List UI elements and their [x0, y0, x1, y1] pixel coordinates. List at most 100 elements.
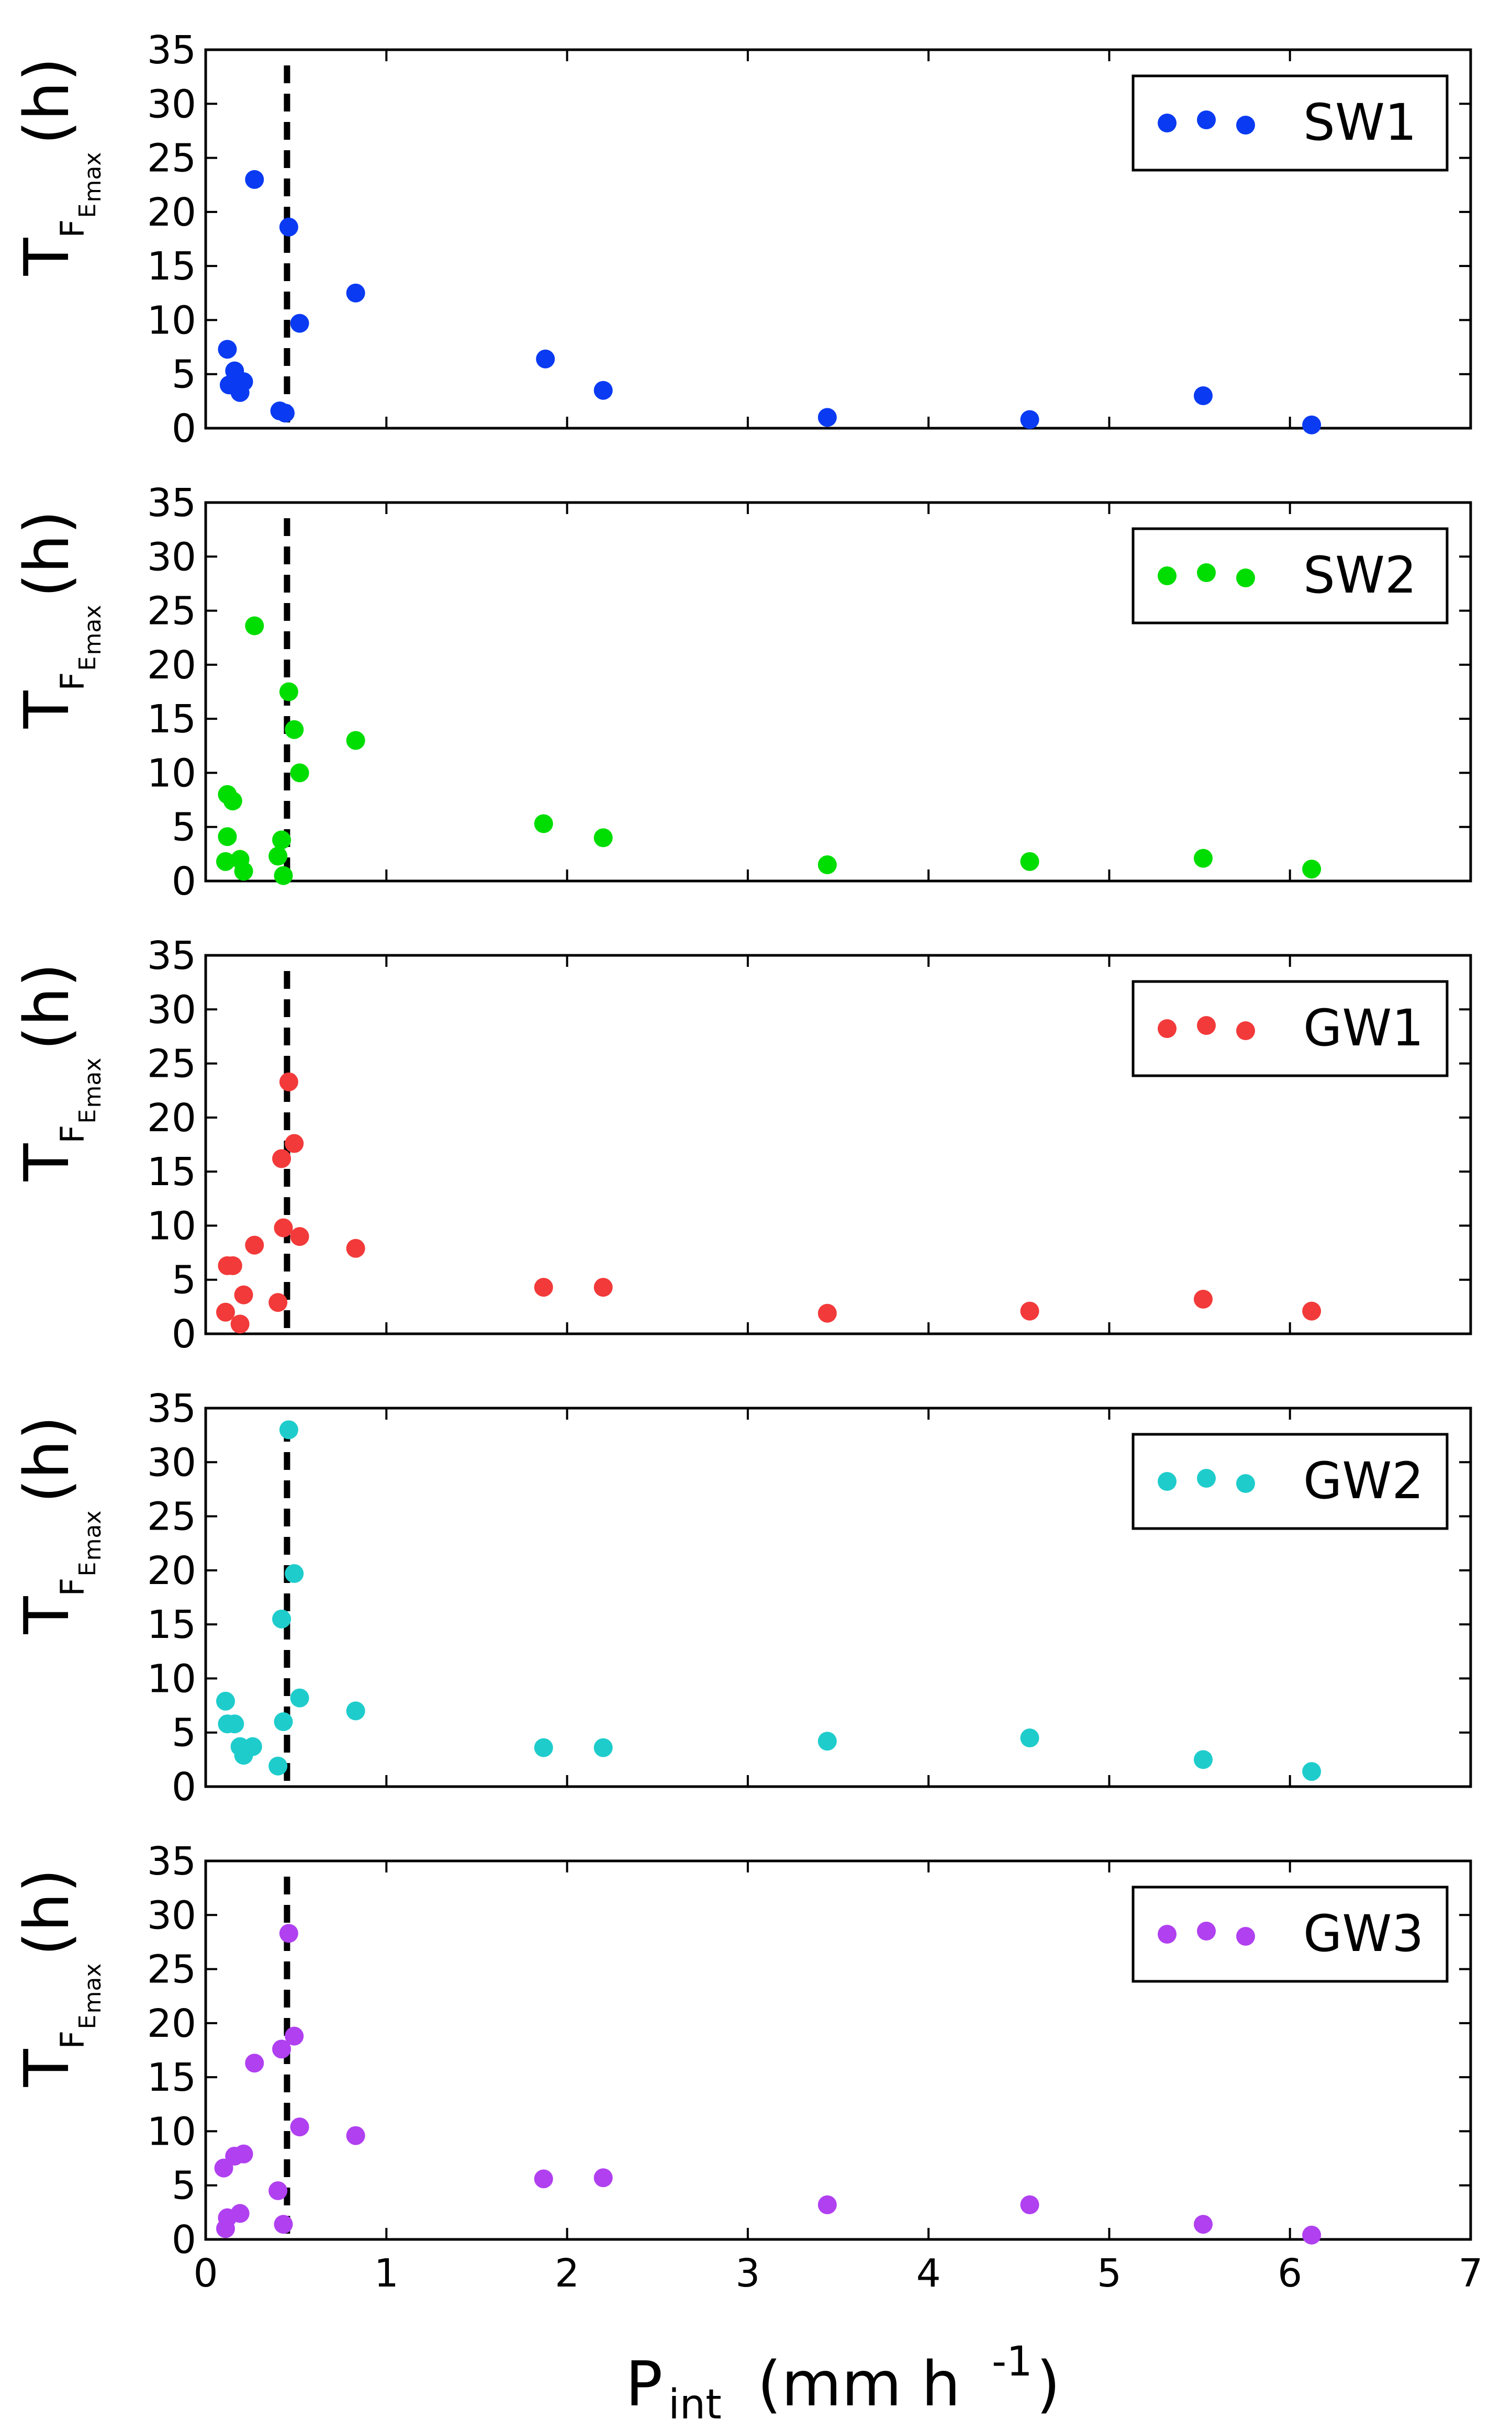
y-tick-label: 0 — [172, 1765, 196, 1810]
data-point-sw2 — [223, 791, 242, 811]
y-tick-label: 5 — [172, 352, 196, 397]
y-tick-label: 5 — [172, 1258, 196, 1303]
y-axis-label-subsub: E — [74, 1109, 101, 1124]
data-point-gw3 — [274, 2215, 293, 2234]
x-axis-label-unit-close: ) — [1036, 2348, 1060, 2420]
y-tick-label: 25 — [147, 589, 196, 634]
data-point-sw2 — [268, 846, 288, 866]
y-tick-label: 0 — [172, 406, 196, 451]
data-point-gw2 — [290, 1688, 309, 1708]
y-tick-label: 30 — [147, 987, 196, 1032]
legend-marker — [1197, 1016, 1216, 1035]
data-point-gw3 — [290, 2117, 309, 2137]
x-tick-label: 4 — [916, 2251, 941, 2296]
data-point-sw2 — [285, 720, 304, 739]
x-tick-label: 2 — [555, 2251, 579, 2296]
y-tick-label: 20 — [147, 1548, 196, 1593]
legend-marker — [1158, 114, 1177, 132]
data-point-gw1 — [346, 1239, 365, 1258]
y-axis-label-unit: (h) — [10, 1416, 83, 1503]
data-point-gw2 — [268, 1756, 288, 1776]
legend-marker — [1197, 110, 1216, 129]
data-point-gw2 — [285, 1564, 304, 1583]
data-point-gw2 — [225, 1714, 244, 1734]
data-point-gw3 — [346, 2126, 365, 2145]
data-point-gw1 — [216, 1302, 235, 1322]
y-tick-label: 10 — [147, 1656, 196, 1701]
x-tick-label: 5 — [1097, 2251, 1122, 2296]
x-axis-label-unit-exponent: -1 — [992, 2338, 1033, 2385]
y-tick-label: 10 — [147, 298, 196, 343]
y-tick-label: 15 — [147, 1150, 196, 1195]
data-point-gw1 — [285, 1134, 304, 1153]
data-point-sw2 — [1020, 852, 1039, 871]
x-tick-label: 1 — [374, 2251, 399, 2296]
plot-frame — [204, 1407, 1472, 1788]
y-tick-label: 15 — [147, 2055, 196, 2100]
legend-box — [1132, 527, 1449, 624]
y-axis-label-main: T — [10, 2049, 83, 2088]
legend-marker — [1236, 1927, 1255, 1946]
legend-marker — [1236, 568, 1255, 587]
y-axis-label-unit: (h) — [10, 58, 83, 145]
data-point-gw1 — [593, 1278, 613, 1297]
data-point-sw2 — [1193, 849, 1213, 868]
data-point-gw2 — [593, 1738, 613, 1757]
data-point-sw2 — [272, 830, 292, 850]
data-point-sw1 — [1302, 415, 1321, 434]
y-axis-label-subsubsub: max — [80, 1058, 106, 1108]
data-point-gw1 — [534, 1278, 553, 1297]
data-point-sw2 — [290, 763, 309, 783]
y-axis-label-sub: F — [53, 219, 92, 238]
y-tick-label: 30 — [147, 534, 196, 579]
legend-label: SW2 — [1303, 546, 1417, 605]
data-point-gw3 — [534, 2169, 553, 2189]
y-tick-label: 0 — [172, 1312, 196, 1357]
data-point-gw3 — [234, 2144, 253, 2163]
data-point-sw1 — [245, 170, 264, 189]
y-tick-label: 35 — [147, 28, 196, 73]
legend-marker — [1197, 1469, 1216, 1488]
y-axis-label-sub: F — [53, 2031, 92, 2049]
data-point-sw1 — [346, 283, 365, 303]
y-axis-label-unit: (h) — [10, 510, 83, 598]
plot-frame — [204, 1859, 1472, 2241]
data-point-gw3 — [1302, 2225, 1321, 2245]
y-tick-label: 35 — [147, 481, 196, 526]
data-point-sw2 — [1302, 860, 1321, 879]
data-point-sw1 — [275, 404, 295, 423]
y-tick-label: 20 — [147, 1096, 196, 1141]
y-tick-label: 15 — [147, 1602, 196, 1647]
legend-marker — [1158, 1019, 1177, 1038]
x-tick-label: 7 — [1458, 2251, 1483, 2296]
plot-frame — [204, 501, 1472, 883]
y-tick-label: 30 — [147, 82, 196, 127]
y-axis-label-main: T — [10, 1143, 83, 1182]
data-point-gw2 — [1020, 1728, 1039, 1748]
data-point-gw2 — [216, 1691, 235, 1711]
legend-marker — [1197, 1922, 1216, 1941]
data-point-gw1 — [817, 1303, 837, 1323]
data-point-gw1 — [274, 1218, 293, 1237]
y-tick-label: 35 — [147, 1386, 196, 1431]
y-axis-label-subsub: E — [74, 656, 101, 671]
y-tick-label: 15 — [147, 697, 196, 742]
data-point-sw1 — [536, 349, 555, 369]
data-point-gw3 — [817, 2195, 837, 2214]
data-point-sw1 — [1020, 410, 1039, 429]
data-point-sw2 — [534, 814, 553, 833]
data-point-sw1 — [218, 340, 237, 359]
data-point-gw3 — [1193, 2215, 1213, 2234]
x-tick-label: 6 — [1278, 2251, 1302, 2296]
x-axis-label-unit: (mm h — [757, 2348, 960, 2420]
legend: GW2 — [1132, 1433, 1449, 1530]
data-point-sw2 — [216, 852, 235, 871]
y-tick-label: 25 — [147, 1042, 196, 1087]
y-axis-label-subsub: E — [74, 1562, 101, 1577]
legend-box — [1132, 1433, 1449, 1530]
data-point-gw2 — [1193, 1750, 1213, 1769]
data-point-gw3 — [1020, 2195, 1039, 2214]
